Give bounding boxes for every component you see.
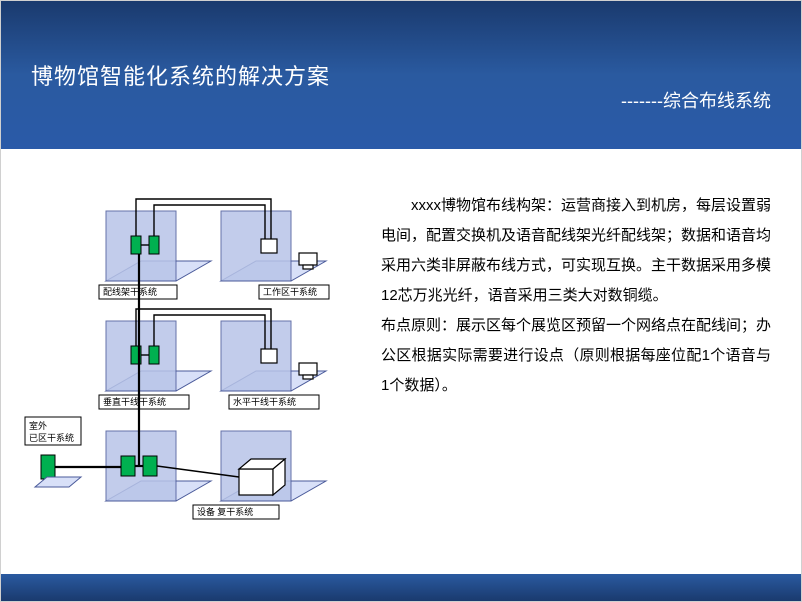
svg-text:室外: 室外 bbox=[29, 420, 47, 431]
paragraph-1: xxxx博物馆布线构架：运营商接入到机房，每层设置弱电间，配置交换机及语音配线架… bbox=[381, 191, 771, 311]
slide-content: 配线架干系统 工作区干系统 bbox=[1, 151, 801, 571]
floor-2: 垂直干线干系统 水平干线干系统 bbox=[99, 309, 326, 409]
svg-text:已区干系统: 已区干系统 bbox=[29, 432, 74, 443]
diagram-svg: 配线架干系统 工作区干系统 bbox=[21, 191, 361, 531]
slide-subtitle: -------综合布线系统 bbox=[491, 89, 771, 114]
paragraph-2: 布点原则：展示区每个展览区预留一个网络点在配线间；办公区根据实际需要进行设点（原… bbox=[381, 311, 771, 401]
slide: 博物馆智能化系统的解决方案 -------综合布线系统 bbox=[0, 0, 802, 602]
label-mid-right: 水平干线干系统 bbox=[233, 396, 296, 407]
slide-title: 博物馆智能化系统的解决方案 bbox=[31, 59, 330, 91]
label-mid-left: 垂直干线干系统 bbox=[103, 396, 166, 407]
slide-header: 博物馆智能化系统的解决方案 -------综合布线系统 bbox=[1, 1, 801, 151]
label-bottom-right: 设备 复干系统 bbox=[197, 506, 253, 517]
body-text: xxxx博物馆布线构架：运营商接入到机房，每层设置弱电间，配置交换机及语音配线架… bbox=[371, 151, 801, 571]
cabling-diagram: 配线架干系统 工作区干系统 bbox=[1, 151, 371, 571]
slide-footer bbox=[1, 573, 801, 601]
subtitle-text: 综合布线系统 bbox=[663, 91, 771, 111]
label-top-right: 工作区干系统 bbox=[263, 286, 317, 297]
label-top-left: 配线架干系统 bbox=[103, 286, 157, 297]
subtitle-prefix: ------- bbox=[621, 91, 663, 111]
floor-1: 配线架干系统 工作区干系统 bbox=[99, 199, 329, 299]
